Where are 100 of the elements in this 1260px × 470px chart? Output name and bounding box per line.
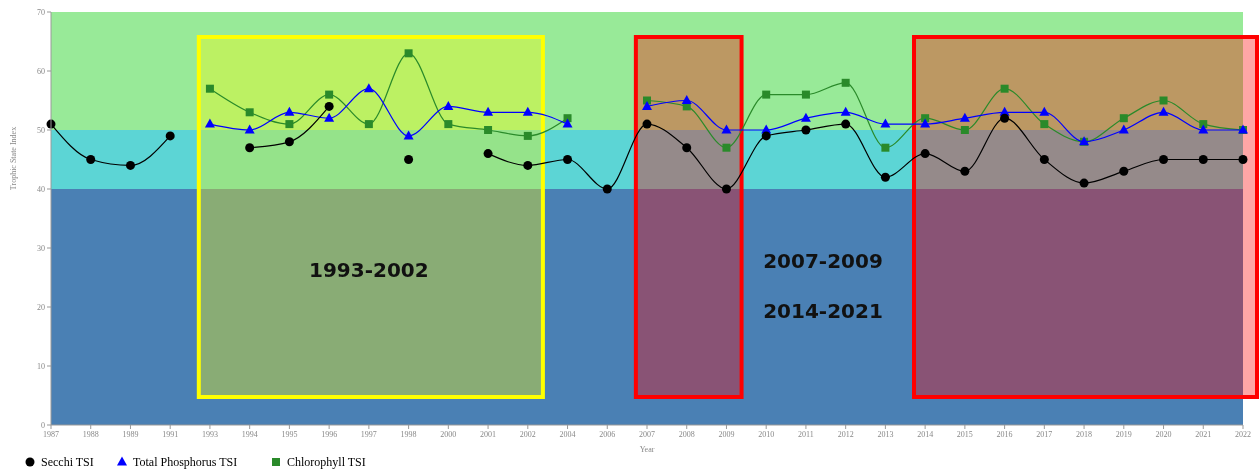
point: [483, 149, 493, 159]
x-tick-label: 1997: [360, 430, 377, 439]
x-tick-label: 2004: [559, 430, 576, 439]
x-tick-label: 2016: [996, 430, 1013, 439]
point: [205, 84, 214, 93]
point: [1159, 96, 1168, 105]
x-tick-label: 2002: [519, 430, 536, 439]
point: [563, 155, 573, 164]
point: [960, 126, 969, 134]
x-tick-label: 2020: [1155, 430, 1172, 439]
point: [1040, 120, 1049, 129]
x-tick-label: 1995: [281, 430, 298, 439]
x-tick-label: 2006: [599, 430, 616, 439]
point: [881, 143, 890, 152]
x-tick-label: 2007: [639, 430, 655, 439]
point: [86, 155, 96, 164]
x-tick-label: 2000: [440, 430, 457, 439]
y-axis-title: Trophic State Index: [9, 126, 18, 191]
point: [880, 118, 891, 128]
point: [363, 83, 374, 93]
x-tick-label: 2014: [917, 430, 934, 439]
point: [285, 120, 294, 129]
x-tick-label: 2008: [678, 430, 695, 439]
point: [1039, 155, 1049, 164]
point: [920, 118, 931, 128]
x-tick-label: 2017: [1036, 430, 1053, 439]
y-tick-label: 40: [37, 184, 45, 194]
y-tick-label: 30: [37, 243, 45, 253]
point: [602, 184, 612, 194]
point: [1199, 120, 1208, 129]
point: [1119, 114, 1128, 123]
point: [800, 112, 811, 122]
x-tick-label: 2009: [718, 430, 735, 439]
point: [284, 106, 295, 116]
x-tick-label: 2015: [956, 430, 973, 439]
point: [841, 119, 851, 129]
point: [1000, 84, 1009, 93]
point: [801, 90, 810, 99]
legend-label: Secchi TSI: [41, 455, 94, 469]
point: [324, 112, 335, 122]
point: [1159, 155, 1169, 164]
point: [483, 106, 494, 116]
x-tick-label: 1993: [201, 430, 218, 439]
x-tick-label: 2019: [1115, 430, 1132, 439]
point: [1079, 178, 1089, 188]
x-tick-label: 2010: [758, 430, 775, 439]
y-tick-label: 20: [37, 302, 45, 312]
point: [245, 108, 254, 117]
point: [722, 143, 731, 152]
point: [443, 100, 454, 110]
point: [404, 155, 414, 164]
point: [523, 160, 533, 170]
x-tick-label: 2022: [1235, 430, 1251, 439]
point: [959, 112, 970, 122]
x-axis-title: Year: [639, 445, 655, 454]
point: [364, 120, 373, 129]
point: [125, 160, 135, 170]
x-tick-label: 2018: [1076, 430, 1093, 439]
x-tick-label: 1996: [321, 430, 338, 439]
point: [721, 184, 731, 194]
annotation: 1993-2002: [309, 258, 429, 282]
point: [801, 125, 811, 135]
point: [642, 100, 652, 110]
point: [761, 131, 771, 141]
x-tick-label: 2013: [877, 430, 894, 439]
annotation: 2014-2021: [763, 299, 883, 323]
point: [245, 143, 255, 153]
point: [682, 143, 692, 153]
point: [642, 119, 652, 129]
x-tick-label: 2011: [798, 430, 814, 439]
y-tick-label: 70: [37, 7, 45, 17]
x-tick-label: 1998: [400, 430, 417, 439]
point: [403, 130, 414, 140]
point: [841, 78, 850, 87]
point: [404, 49, 413, 58]
point: [562, 118, 573, 128]
x-tick-label: 1988: [82, 430, 99, 439]
point: [284, 137, 294, 147]
point: [484, 126, 493, 134]
point: [960, 166, 970, 176]
point: [522, 106, 533, 116]
x-tick-label: 1991: [162, 430, 179, 439]
point: [204, 118, 215, 128]
point: [880, 172, 890, 182]
point: [920, 149, 930, 159]
point: [244, 124, 255, 134]
x-tick-label: 2001: [480, 430, 497, 439]
x-tick-label: 2021: [1195, 430, 1212, 439]
point: [721, 124, 732, 134]
point: [1198, 155, 1208, 164]
point: [1198, 124, 1209, 134]
y-tick-label: 0: [41, 420, 45, 430]
point: [165, 131, 175, 141]
point: [1118, 124, 1129, 134]
legend-label: Total Phosphorus TSI: [133, 455, 238, 469]
point: [1039, 106, 1050, 116]
point: [840, 106, 851, 116]
x-tick-label: 1989: [122, 430, 139, 439]
x-tick-label: 1994: [241, 430, 258, 439]
point: [1119, 166, 1129, 176]
